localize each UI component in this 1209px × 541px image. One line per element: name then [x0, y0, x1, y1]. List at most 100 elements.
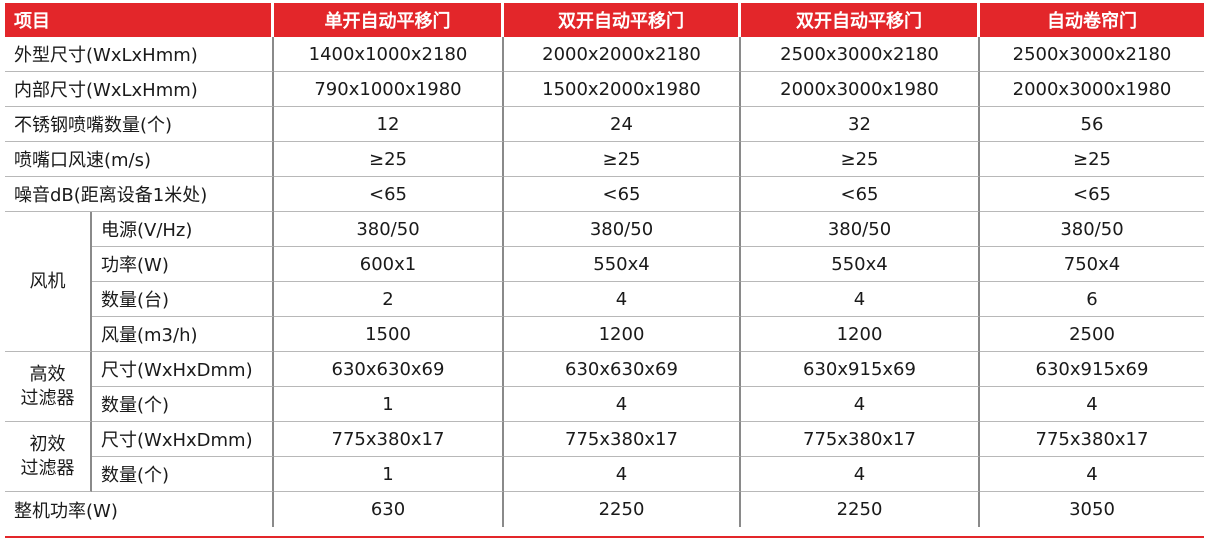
- cell-value: 1500: [274, 317, 504, 352]
- group-label-line: 过滤器: [20, 457, 75, 479]
- table-row: 数量(台) 2 4 4 6: [5, 282, 1204, 317]
- cell-value: 4: [980, 457, 1204, 492]
- cell-value: ≥25: [980, 142, 1204, 177]
- cell-value: <65: [274, 177, 504, 212]
- row-label: 功率(W): [92, 247, 274, 282]
- cell-value: <65: [741, 177, 980, 212]
- cell-value: 1500x2000x1980: [504, 72, 741, 107]
- cell-value: 2500x3000x2180: [741, 37, 980, 72]
- cell-value: ≥25: [504, 142, 741, 177]
- cell-value: 2000x2000x2180: [504, 37, 741, 72]
- cell-value: 630x915x69: [980, 352, 1204, 387]
- cell-value: 2: [274, 282, 504, 317]
- cell-value: 550x4: [504, 247, 741, 282]
- cell-value: ≥25: [741, 142, 980, 177]
- cell-value: 775x380x17: [980, 422, 1204, 457]
- cell-value: ≥25: [274, 142, 504, 177]
- group-label-fan: 风机: [5, 212, 92, 352]
- table-bottom-rule: [5, 536, 1204, 538]
- row-label: 整机功率(W): [5, 492, 274, 527]
- table-row: 功率(W) 600x1 550x4 550x4 750x4: [5, 247, 1204, 282]
- cell-value: 630x630x69: [504, 352, 741, 387]
- group-label-line: 过滤器: [20, 387, 75, 409]
- cell-value: 2500x3000x2180: [980, 37, 1204, 72]
- row-label: 噪音dB(距离设备1米处): [5, 177, 274, 212]
- row-label: 尺寸(WxHxDmm): [92, 352, 274, 387]
- cell-value: 1: [274, 457, 504, 492]
- group-label-line: 初效: [29, 433, 66, 455]
- row-label: 内部尺寸(WxLxHmm): [5, 72, 274, 107]
- spec-table-container: 项目 单开自动平移门 双开自动平移门 双开自动平移门 自动卷帘门 外型尺寸(Wx…: [5, 3, 1204, 538]
- cell-value: 56: [980, 107, 1204, 142]
- row-label: 外型尺寸(WxLxHmm): [5, 37, 274, 72]
- cell-value: 775x380x17: [504, 422, 741, 457]
- cell-value: 4: [741, 457, 980, 492]
- cell-value: 32: [741, 107, 980, 142]
- header-double-sliding-door-b: 双开自动平移门: [741, 3, 980, 37]
- cell-value: 1200: [741, 317, 980, 352]
- group-label-hepa-filter: 高效 过滤器: [5, 352, 92, 422]
- table-row: 风量(m3/h) 1500 1200 1200 2500: [5, 317, 1204, 352]
- cell-value: 630: [274, 492, 504, 527]
- table-row: 数量(个) 1 4 4 4: [5, 457, 1204, 492]
- cell-value: 2000x3000x1980: [741, 72, 980, 107]
- cell-value: 3050: [1069, 499, 1115, 520]
- table-row: 整机功率(W) 630 2250 2250 3050: [5, 492, 1204, 527]
- cell-value: 630x630x69: [274, 352, 504, 387]
- cell-value: 380/50: [504, 212, 741, 247]
- cell-value: 380/50: [741, 212, 980, 247]
- header-rolling-door: 自动卷帘门: [980, 3, 1204, 37]
- table-row: 内部尺寸(WxLxHmm) 790x1000x1980 1500x2000x19…: [5, 72, 1204, 107]
- cell-value: 2250: [504, 492, 741, 527]
- table-row: 高效 过滤器 尺寸(WxHxDmm) 630x630x69 630x630x69…: [5, 352, 1204, 422]
- cell-value: 1400x1000x2180: [274, 37, 504, 72]
- cell-value: 600x1: [274, 247, 504, 282]
- cell-value: <65: [980, 177, 1204, 212]
- cell-value: 1: [274, 387, 504, 422]
- cell-value: 790x1000x1980: [274, 72, 504, 107]
- cell-value: 1200: [504, 317, 741, 352]
- cell-value: 750x4: [980, 247, 1204, 282]
- cell-value: 4: [504, 282, 741, 317]
- cell-value: 550x4: [741, 247, 980, 282]
- header-double-sliding-door-a: 双开自动平移门: [504, 3, 741, 37]
- cell-value: 4: [741, 387, 980, 422]
- row-label: 电源(V/Hz): [92, 212, 274, 247]
- cell-value: 4: [980, 387, 1204, 422]
- cell-value: 4: [504, 457, 741, 492]
- row-label: 喷嘴口风速(m/s): [5, 142, 274, 177]
- table-row: 噪音dB(距离设备1米处) <65 <65 <65 <65: [5, 177, 1204, 212]
- row-label: 数量(个): [92, 457, 274, 492]
- header-item: 项目: [5, 3, 274, 37]
- cell-value: 4: [504, 387, 741, 422]
- spec-table: 项目 单开自动平移门 双开自动平移门 双开自动平移门 自动卷帘门 外型尺寸(Wx…: [5, 3, 1204, 527]
- cell-value: 2500: [980, 317, 1204, 352]
- table-header-row: 项目 单开自动平移门 双开自动平移门 双开自动平移门 自动卷帘门: [5, 3, 1204, 37]
- cell-value: 380/50: [980, 212, 1204, 247]
- row-label: 不锈钢喷嘴数量(个): [5, 107, 274, 142]
- table-row: 数量(个) 1 4 4 4: [5, 387, 1204, 422]
- cell-value: 24: [504, 107, 741, 142]
- cell-value: 6: [980, 282, 1204, 317]
- row-label: 尺寸(WxHxDmm): [92, 422, 274, 457]
- table-row: 风机 电源(V/Hz) 380/50 380/50 380/50 380/50: [5, 212, 1204, 352]
- row-label: 风量(m3/h): [92, 317, 274, 352]
- row-label: 数量(个): [92, 387, 274, 422]
- cell-value: 380/50: [274, 212, 504, 247]
- row-label: 数量(台): [92, 282, 274, 317]
- group-label-pre-filter: 初效 过滤器: [5, 422, 92, 492]
- cell-value: 775x380x17: [741, 422, 980, 457]
- table-row: 外型尺寸(WxLxHmm) 1400x1000x2180 2000x2000x2…: [5, 37, 1204, 72]
- cell-value: <65: [504, 177, 741, 212]
- cell-value: 2000x3000x1980: [980, 72, 1204, 107]
- cell-value: 12: [274, 107, 504, 142]
- cell-value: 775x380x17: [274, 422, 504, 457]
- table-row: 不锈钢喷嘴数量(个) 12 24 32 56: [5, 107, 1204, 142]
- table-row: 初效 过滤器 尺寸(WxHxDmm) 775x380x17 775x380x17…: [5, 422, 1204, 492]
- cell-value: 630x915x69: [741, 352, 980, 387]
- cell-value: 2250: [741, 492, 980, 527]
- cell-value: 4: [741, 282, 980, 317]
- table-row: 喷嘴口风速(m/s) ≥25 ≥25 ≥25 ≥25: [5, 142, 1204, 177]
- header-single-sliding-door: 单开自动平移门: [274, 3, 504, 37]
- group-label-line: 高效: [29, 363, 66, 385]
